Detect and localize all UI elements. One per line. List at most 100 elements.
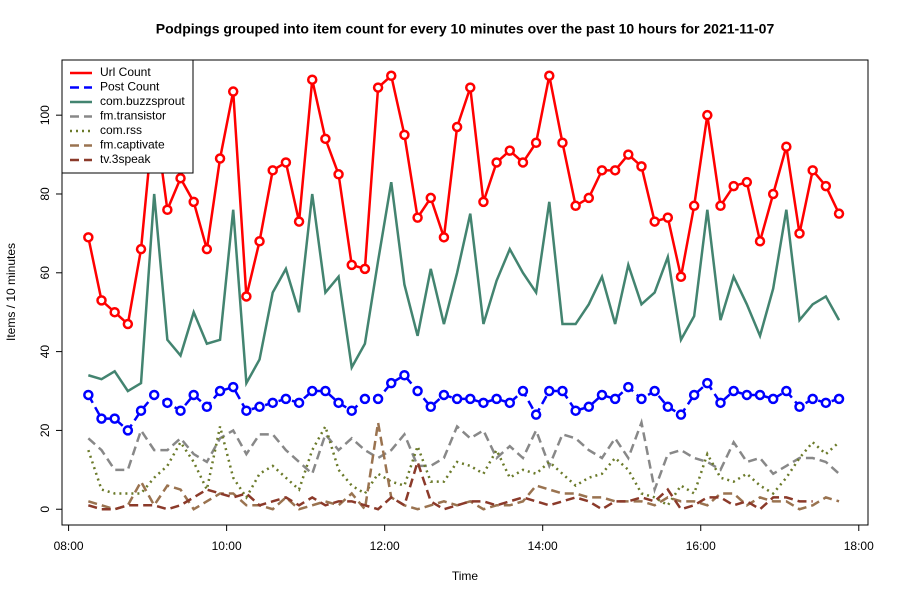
series-line bbox=[87, 373, 840, 433]
point-marker bbox=[596, 165, 608, 176]
point-marker bbox=[214, 153, 226, 164]
series-line bbox=[87, 417, 840, 495]
point-marker bbox=[623, 149, 634, 160]
point-marker bbox=[820, 397, 832, 409]
point-marker bbox=[412, 385, 423, 397]
point-marker bbox=[293, 397, 305, 409]
point-marker bbox=[741, 389, 753, 401]
point-marker bbox=[451, 121, 463, 133]
series-line bbox=[87, 181, 841, 393]
point-marker bbox=[754, 236, 766, 247]
y-tick-label: 20 bbox=[38, 423, 52, 437]
point-marker bbox=[530, 137, 542, 149]
point-marker bbox=[162, 204, 173, 215]
point-marker bbox=[583, 192, 595, 204]
point-marker bbox=[504, 397, 516, 409]
point-marker bbox=[596, 389, 608, 401]
point-marker bbox=[241, 405, 252, 416]
point-marker bbox=[306, 74, 318, 85]
point-marker bbox=[623, 381, 634, 393]
series-line bbox=[87, 422, 840, 513]
point-marker bbox=[544, 70, 555, 82]
point-marker bbox=[557, 385, 568, 397]
point-marker bbox=[465, 82, 476, 93]
point-marker bbox=[267, 397, 278, 409]
point-marker bbox=[767, 393, 779, 405]
point-marker bbox=[741, 176, 753, 188]
point-marker bbox=[359, 263, 371, 275]
point-marker bbox=[385, 377, 397, 389]
point-marker bbox=[280, 157, 292, 168]
point-marker bbox=[451, 393, 463, 405]
point-marker bbox=[583, 401, 595, 413]
y-tick-label: 0 bbox=[38, 506, 52, 513]
point-marker bbox=[372, 82, 384, 93]
point-marker bbox=[188, 389, 199, 401]
point-marker bbox=[96, 295, 107, 306]
chart-title: Podpings grouped into item count for eve… bbox=[156, 21, 775, 37]
x-tick-label: 08:00 bbox=[54, 539, 84, 553]
legend-label: fm.transistor bbox=[100, 109, 166, 123]
point-marker bbox=[517, 385, 529, 397]
point-marker bbox=[662, 212, 674, 223]
point-marker bbox=[517, 157, 529, 168]
point-marker bbox=[306, 385, 318, 397]
series-line bbox=[87, 457, 813, 511]
point-marker bbox=[491, 393, 502, 405]
point-marker bbox=[425, 401, 437, 413]
point-marker bbox=[609, 393, 621, 405]
point-marker bbox=[320, 385, 331, 397]
point-marker bbox=[227, 86, 239, 97]
point-marker bbox=[478, 196, 489, 208]
y-tick-label: 40 bbox=[38, 345, 52, 359]
point-marker bbox=[702, 109, 713, 121]
x-axis-label: Time bbox=[452, 569, 479, 583]
point-marker bbox=[662, 401, 674, 413]
plot-frame bbox=[61, 59, 869, 526]
point-marker bbox=[201, 243, 213, 255]
point-marker bbox=[293, 216, 305, 227]
point-marker bbox=[122, 425, 134, 436]
point-marker bbox=[570, 200, 581, 212]
point-marker bbox=[188, 196, 199, 208]
point-marker bbox=[320, 133, 331, 145]
point-marker bbox=[201, 401, 213, 413]
point-marker bbox=[557, 137, 568, 149]
point-marker bbox=[227, 381, 239, 393]
x-tick-label: 10:00 bbox=[212, 539, 242, 553]
point-marker bbox=[109, 306, 120, 318]
point-marker bbox=[83, 389, 94, 401]
point-marker bbox=[214, 385, 226, 397]
point-marker bbox=[504, 145, 516, 156]
point-marker bbox=[688, 200, 700, 212]
point-marker bbox=[807, 393, 818, 405]
legend-label: com.buzzsprout bbox=[100, 94, 185, 108]
point-marker bbox=[675, 271, 687, 282]
point-marker bbox=[754, 389, 766, 401]
legend-label: Url Count bbox=[100, 65, 151, 79]
point-marker bbox=[346, 259, 357, 271]
legend-box bbox=[61, 59, 194, 174]
point-marker bbox=[649, 216, 660, 227]
point-marker bbox=[135, 405, 147, 416]
point-marker bbox=[83, 232, 94, 243]
point-marker bbox=[478, 397, 489, 409]
point-marker bbox=[425, 192, 437, 204]
point-marker bbox=[438, 232, 450, 243]
point-marker bbox=[649, 385, 660, 397]
x-tick-label: 18:00 bbox=[844, 539, 874, 553]
point-marker bbox=[465, 393, 476, 405]
point-marker bbox=[385, 70, 397, 82]
point-marker bbox=[715, 397, 726, 409]
point-marker bbox=[833, 393, 845, 405]
point-marker bbox=[175, 405, 186, 416]
point-marker bbox=[544, 385, 555, 397]
point-marker bbox=[781, 385, 792, 397]
point-marker bbox=[135, 243, 147, 255]
point-marker bbox=[267, 165, 278, 176]
point-marker bbox=[702, 377, 713, 389]
point-marker bbox=[96, 413, 107, 424]
legend-label: Post Count bbox=[100, 80, 160, 94]
series-line bbox=[87, 73, 841, 327]
x-tick-label: 16:00 bbox=[686, 539, 716, 553]
